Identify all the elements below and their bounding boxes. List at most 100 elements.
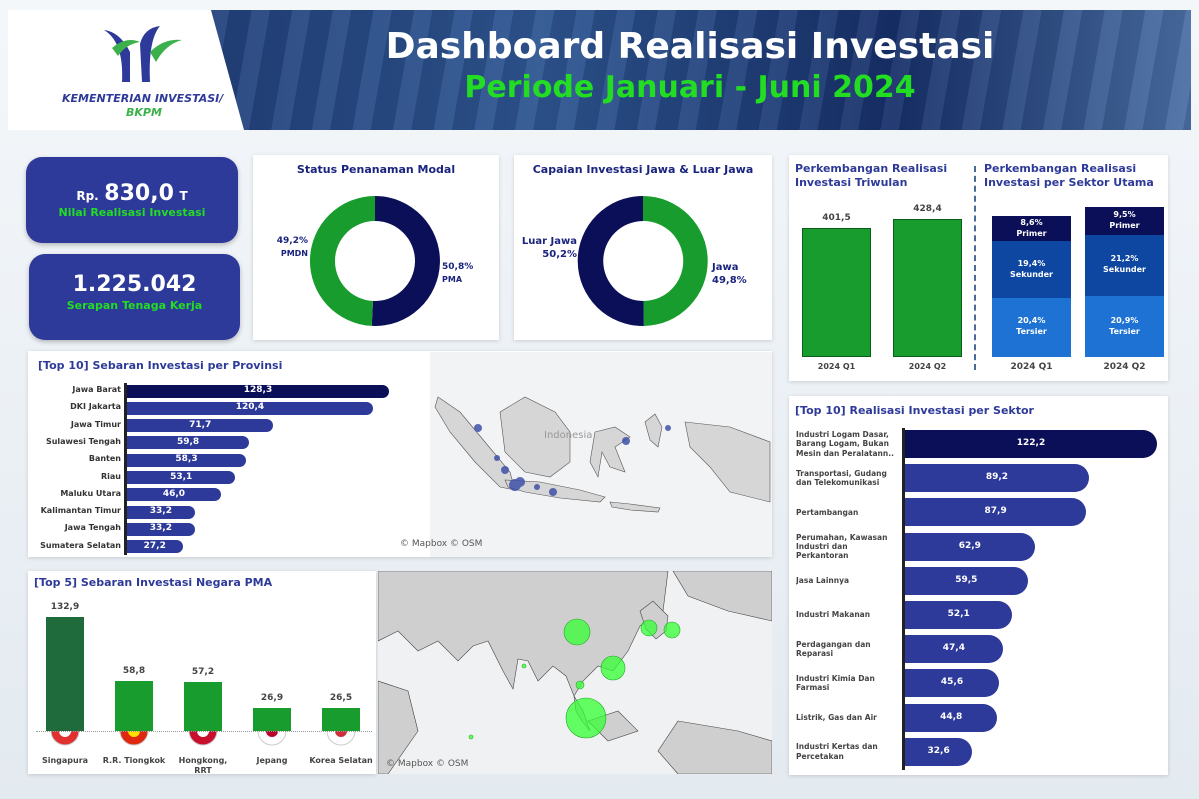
bar [115, 680, 153, 731]
map-dot [534, 484, 540, 490]
category-label: Jawa Tengah [64, 523, 121, 533]
bar [127, 488, 221, 502]
baseline [36, 731, 372, 732]
value-label: 58,3 [175, 454, 198, 465]
chart-title: Status Penanaman Modal [296, 163, 456, 176]
map-attribution: © Mapbox © OSM [400, 539, 483, 549]
bar-segment [992, 241, 1071, 298]
category-label: Pertambangan [796, 507, 859, 517]
island [609, 501, 661, 513]
category-label: Sumatera Selatan [40, 540, 121, 550]
value-label: 87,9 [984, 506, 1007, 517]
category-label: 2024 Q1 [817, 362, 856, 371]
value-label: 9,5% [1113, 209, 1136, 219]
value-label: 26,5 [329, 693, 353, 704]
bar [905, 464, 1089, 493]
category-label: 2024 Q2 [908, 362, 947, 371]
logo-shape [112, 40, 140, 56]
category-label: Transportasi, Gudang dan Telekomunikasi [796, 468, 887, 488]
value-label: 58,8 [122, 665, 146, 676]
bar-segment [992, 216, 1071, 242]
value-label: 33,2 [149, 523, 172, 534]
value-label: 122,2 [1016, 438, 1046, 448]
value-label: 71,7 [189, 419, 212, 430]
bar-segment [1085, 234, 1164, 297]
bar [127, 471, 236, 484]
bar [905, 566, 1028, 595]
chart-title: [Top 10] Sebaran Investasi per Provinsi [38, 359, 283, 372]
value-label: 52,1 [947, 609, 970, 619]
category-label: Sulawesi Tengah [45, 436, 121, 446]
segment-label: Primer [1109, 220, 1140, 230]
island [499, 396, 571, 478]
value-label: 89,2 [985, 472, 1009, 483]
category-label: Jawa Barat [72, 385, 121, 394]
category-label: Korea Selatan [309, 756, 373, 765]
logo-text: KEMENTERIAN INVESTASI/ [62, 92, 224, 105]
logo [104, 26, 182, 82]
bar [905, 601, 1013, 629]
category-label: 2024 Q2 [1103, 362, 1146, 372]
bar [127, 401, 373, 415]
bar [253, 707, 291, 731]
map-label: Indonesia [544, 430, 593, 441]
bar [127, 436, 250, 450]
value-label: 32,6 [927, 745, 950, 756]
map-dot [474, 424, 482, 432]
bar [905, 498, 1087, 527]
category-label: Jawa [712, 262, 739, 273]
value-label: 132,9 [50, 602, 80, 612]
bar [905, 635, 1003, 664]
value-label: 62,9 [958, 540, 981, 551]
bar-segment [1085, 207, 1164, 235]
land [378, 680, 419, 774]
category-label: DKI Jakarta [70, 402, 121, 412]
panel [253, 155, 499, 340]
category-label: Hongkong, RRT [178, 756, 228, 775]
segment-label: Sekunder [1010, 269, 1053, 279]
value-label: 19,4% [1017, 258, 1046, 268]
map-bubble [468, 734, 474, 740]
land [657, 720, 772, 774]
logo-shape [150, 39, 182, 62]
kpi-card: Rp. 830,0 T Nilai Realisasi Investasi [26, 157, 238, 243]
map-bubble [663, 621, 681, 639]
value-label: 49,2% [276, 236, 308, 246]
bar [905, 669, 1000, 698]
bar [322, 708, 360, 731]
segment-label: Sekunder [1103, 265, 1146, 275]
category-label: Industri Logam Dasar, Barang Logam, Buka… [796, 429, 894, 458]
value-label: 20,4% [1017, 316, 1046, 326]
map-dot [665, 425, 671, 431]
chart-title: Capaian Investasi Jawa & Luar Jawa [532, 163, 754, 176]
bar [127, 505, 195, 519]
kpi-unit: T [179, 189, 188, 203]
bar [905, 737, 973, 766]
bar [127, 384, 389, 398]
value-label: 120,4 [235, 402, 265, 413]
bar [905, 703, 998, 732]
value-label: 20,9% [1110, 315, 1139, 325]
value-label: 33,2 [149, 506, 172, 517]
map-bubble [565, 697, 607, 739]
bar [46, 617, 84, 731]
bar [127, 453, 247, 467]
chart-title: Perkembangan Realisasi Investasi Triwula… [795, 162, 948, 190]
category-label: Riau [101, 471, 121, 481]
island [684, 421, 771, 503]
map-bubble [640, 619, 658, 637]
dashboard-subtitle: Periode Januari - Juni 2024 [464, 70, 916, 105]
value-label: 27,2 [143, 540, 166, 551]
value-label: 401,5 [822, 212, 851, 223]
map-bubble [563, 618, 591, 646]
province-map [430, 352, 772, 557]
category-label: Jawa Timur [70, 419, 121, 429]
value-label: 45,6 [940, 677, 964, 688]
kpi-label: Serapan Tenaga Kerja [66, 299, 203, 312]
category-label: Industri Kertas dan Percetakan [796, 742, 878, 761]
segment-label: Tersier [1016, 327, 1047, 337]
island [434, 396, 516, 491]
land [672, 571, 772, 622]
chart-title: Perkembangan Realisasi Investasi per Sek… [984, 162, 1154, 190]
dashboard-title: Dashboard Realisasi Investasi [385, 26, 995, 67]
